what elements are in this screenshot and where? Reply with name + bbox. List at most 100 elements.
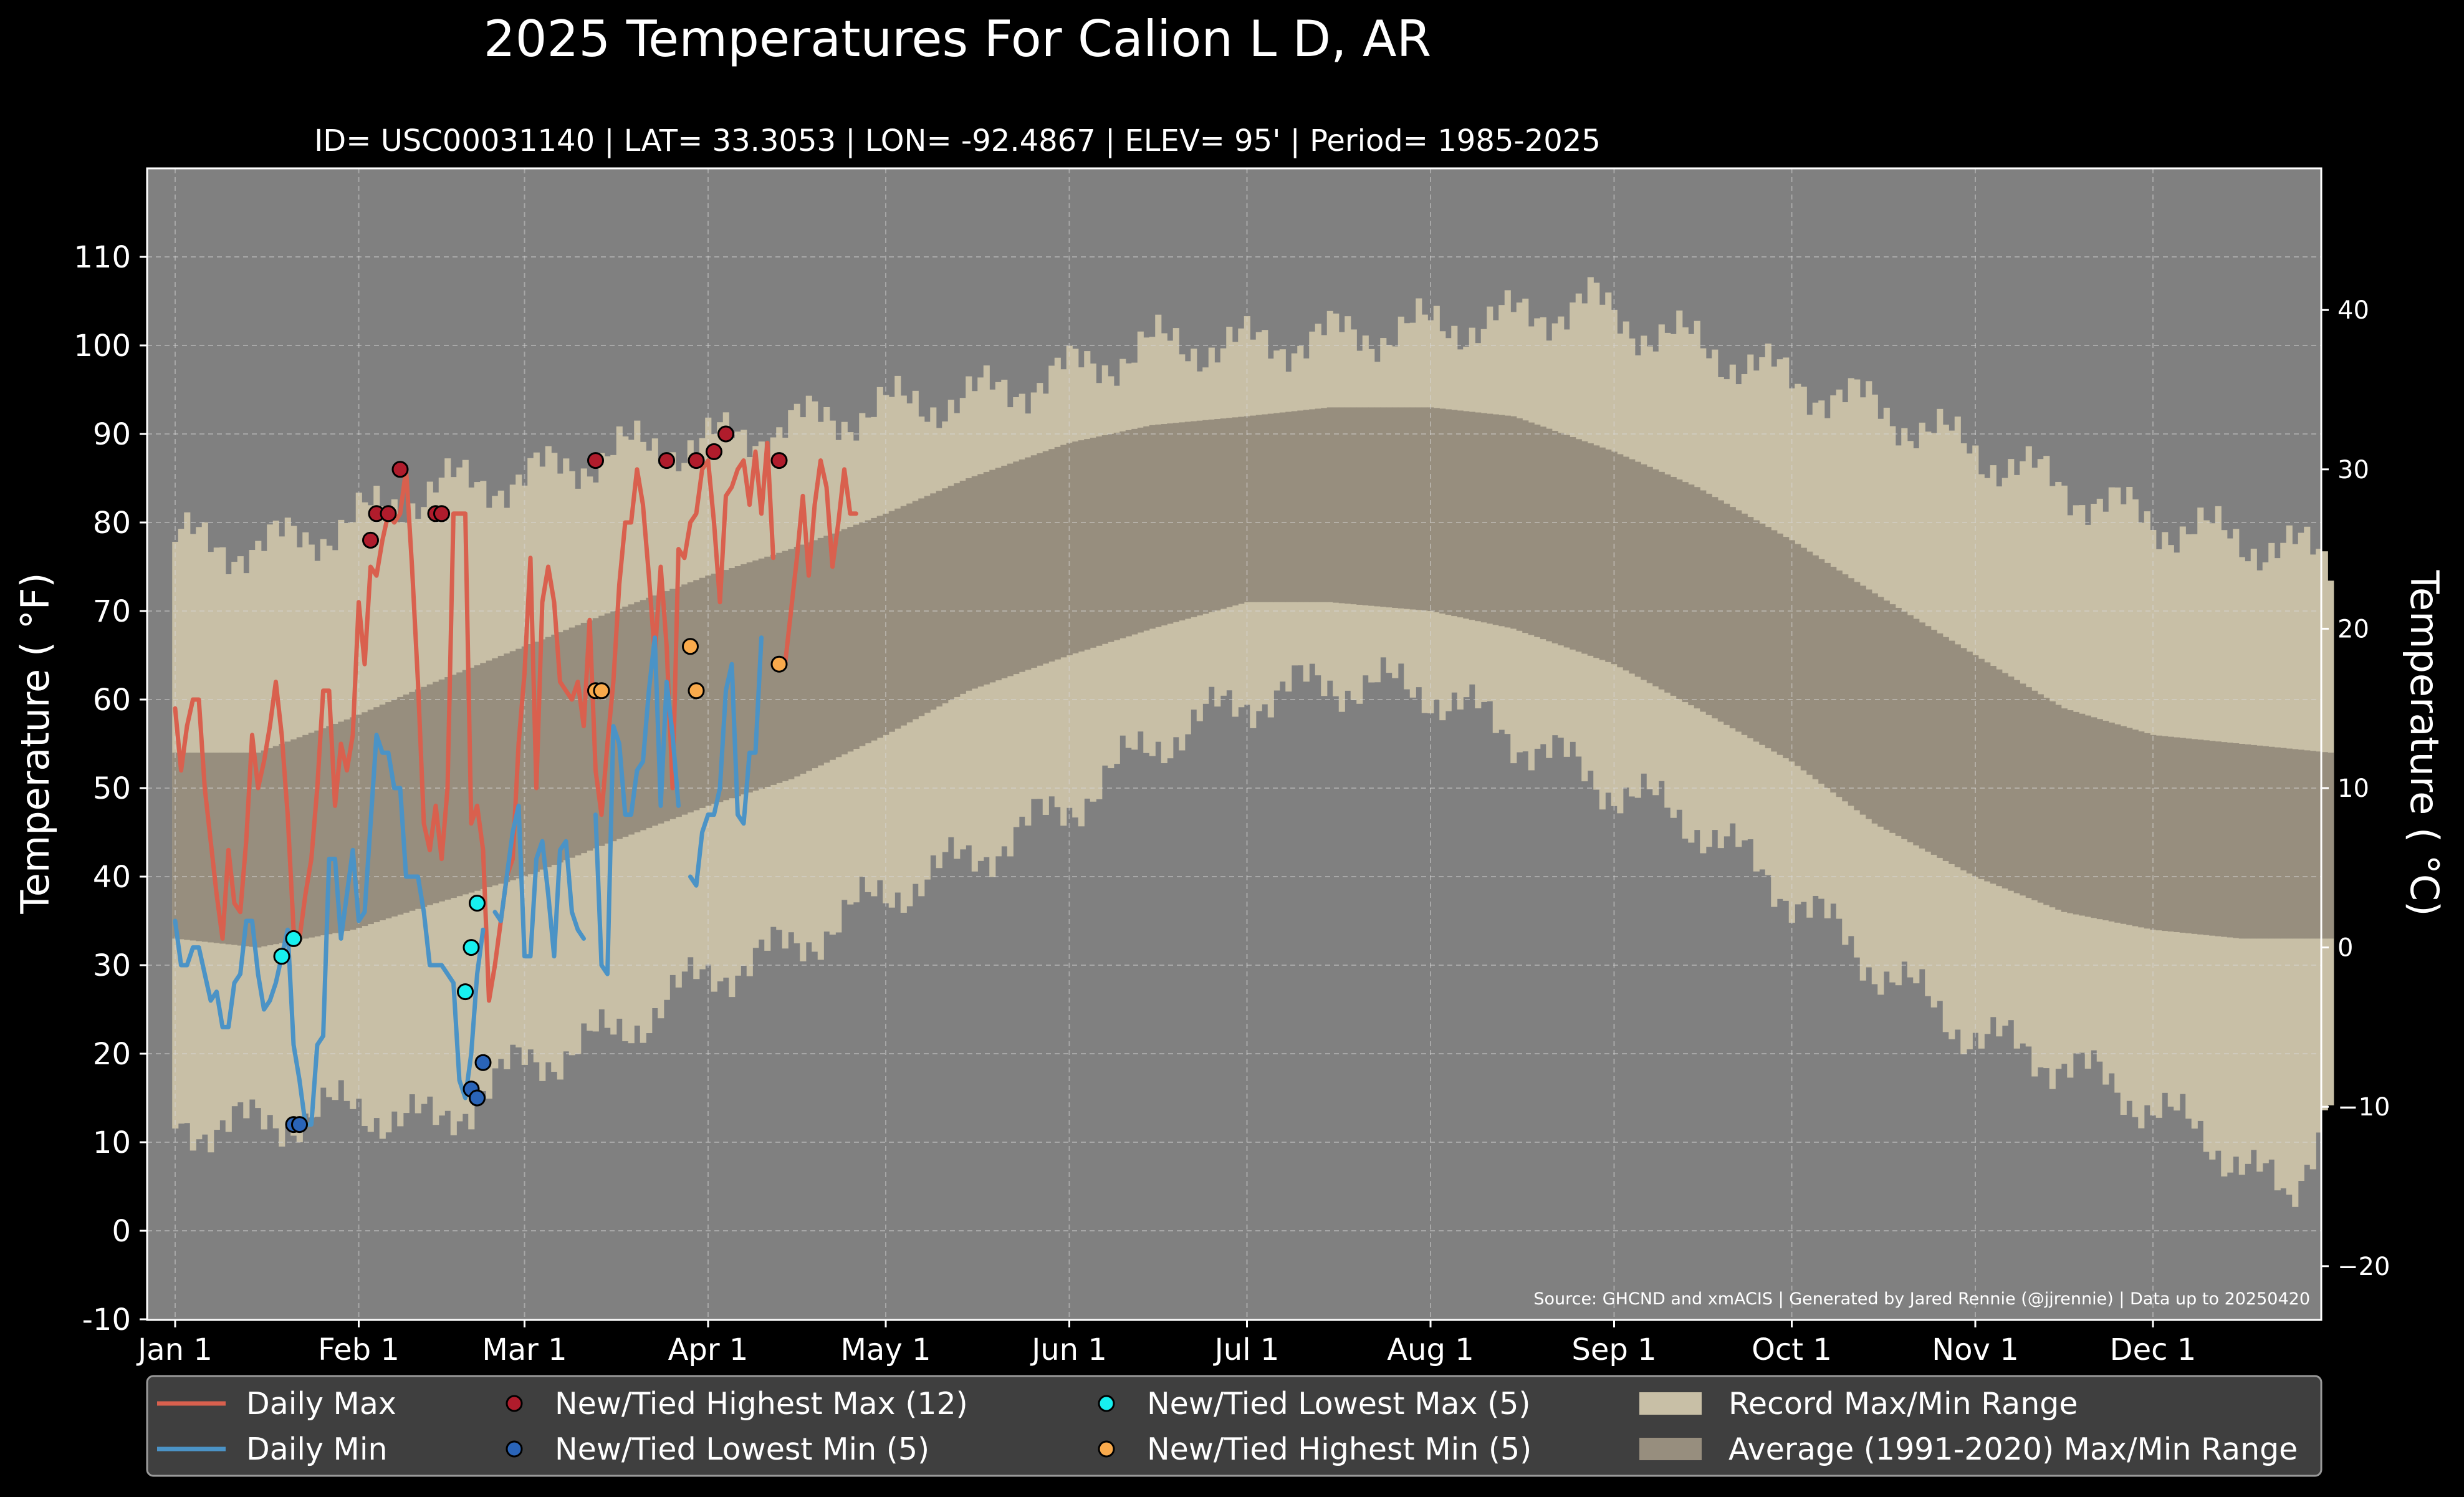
average-range-bar — [995, 468, 1002, 681]
average-range-bar — [717, 572, 724, 802]
grid-lines — [147, 168, 2321, 1320]
average-range-bar — [539, 639, 546, 870]
average-range-bar — [2037, 694, 2044, 903]
average-range-bar — [2091, 717, 2097, 918]
x-axis: Jan 1 Feb 1 Mar 1 Apr 1 May 1 Jun 1 Jul 1 Aug 1… — [136, 1320, 2196, 1367]
average-range-bar — [1060, 445, 1067, 658]
average-range-bar — [640, 600, 646, 830]
average-range-bar — [1522, 420, 1529, 633]
average-range-bar — [2209, 741, 2216, 936]
new-low-min-marker — [291, 1116, 308, 1134]
average-range-bar — [237, 753, 244, 946]
average-range-bar — [2262, 746, 2269, 939]
average-range-bar — [1101, 435, 1108, 644]
average-range-bar — [1433, 408, 1440, 613]
average-range-bar — [1238, 416, 1245, 604]
average-range-bar — [1143, 426, 1150, 631]
average-range-bar — [912, 501, 919, 720]
average-range-bar — [1717, 500, 1724, 722]
average-range-bar — [1196, 420, 1203, 616]
average-range-bar — [545, 637, 552, 867]
y-axis-right: −20 −10 0 10 20 30 40 — [2321, 296, 2390, 1281]
x-tick-label: Aug 1 — [1387, 1332, 1474, 1367]
average-range-bar — [1942, 637, 1949, 861]
average-range-bar — [403, 694, 410, 913]
new-high-max-marker — [658, 452, 675, 469]
new-low-max-marker — [285, 930, 302, 947]
average-range-bar — [1255, 415, 1262, 602]
average-range-bar — [563, 630, 570, 860]
average-range-bar — [456, 672, 463, 897]
average-range-bar — [1125, 430, 1132, 637]
average-range-bar — [1623, 456, 1629, 671]
average-range-bar — [184, 753, 191, 940]
average-range-bar — [1291, 411, 1298, 602]
average-range-bar — [1184, 421, 1191, 619]
average-range-bar — [255, 753, 262, 948]
average-range-bar — [1167, 423, 1174, 624]
legend-label: Daily Max — [246, 1386, 396, 1422]
average-range-bar — [1445, 409, 1452, 615]
average-range-bar — [1954, 644, 1961, 867]
y-axis-left: -10 0 10 20 30 40 50 60 70 80 90 100 110 — [74, 240, 147, 1337]
average-range-bar — [2292, 749, 2299, 939]
y-axis-label-right: Temperature ( °C) — [2402, 570, 2447, 917]
average-range-bar — [1487, 413, 1493, 624]
average-range-bar — [1480, 413, 1487, 623]
y-tick-label: 10 — [93, 1125, 131, 1160]
average-range-bar — [2102, 721, 2109, 921]
x-tick-label: Apr 1 — [668, 1332, 749, 1367]
average-range-bar — [1149, 425, 1156, 629]
average-range-bar — [1670, 476, 1677, 696]
average-range-bar — [954, 483, 961, 697]
legend-label: Daily Min — [246, 1432, 388, 1467]
y-tick-label: 30 — [93, 948, 131, 983]
average-range-bar — [272, 746, 279, 945]
average-range-bar — [687, 582, 694, 813]
average-range-bar — [2321, 752, 2328, 939]
average-range-bar — [1824, 562, 1831, 788]
average-range-bar — [2049, 701, 2056, 908]
average-range-bar — [2144, 733, 2150, 929]
y-right-tick-label: −10 — [2337, 1093, 2390, 1122]
average-range-bar — [1161, 424, 1167, 626]
average-range-bar — [1593, 445, 1600, 658]
legend-label: Average (1991-2020) Max/Min Range — [1728, 1432, 2298, 1467]
average-range-bar — [942, 488, 949, 704]
average-range-bar — [415, 689, 421, 909]
new-high-max-marker — [706, 443, 722, 460]
average-range-bar — [1368, 407, 1375, 606]
average-range-bar — [1457, 410, 1464, 618]
average-range-bar — [628, 604, 635, 835]
average-range-bar — [486, 660, 492, 888]
new-high-min-marker — [688, 682, 705, 700]
y-tick-label: 100 — [74, 329, 131, 363]
average-range-bar — [883, 513, 889, 735]
average-range-bar — [1705, 493, 1712, 715]
average-range-bar — [1048, 449, 1055, 662]
average-range-bar — [1611, 451, 1618, 665]
average-range-bar — [1232, 417, 1239, 606]
average-range-bar — [1925, 626, 1932, 852]
average-range-bar — [2298, 749, 2304, 939]
average-range-bar — [2025, 687, 2032, 898]
average-range-bar — [332, 724, 338, 933]
y-right-tick-label: 10 — [2337, 774, 2369, 803]
average-range-bar — [634, 602, 641, 832]
average-range-bar — [1054, 446, 1061, 660]
average-range-bar — [859, 522, 866, 746]
average-range-bar — [1563, 435, 1570, 648]
average-range-bar — [2167, 736, 2174, 932]
average-range-bar — [2245, 744, 2251, 939]
average-range-bar — [1321, 408, 1328, 602]
average-range-bar — [1883, 600, 1890, 830]
average-range-bar — [888, 511, 895, 732]
legend-label: New/Tied Highest Min (5) — [1147, 1432, 1532, 1467]
average-range-bar — [1889, 604, 1896, 833]
average-range-bar — [1546, 428, 1553, 642]
average-range-bar — [267, 748, 274, 946]
average-range-bar — [2061, 708, 2068, 912]
average-range-bar — [1119, 431, 1126, 638]
legend-label: New/Tied Lowest Max (5) — [1147, 1386, 1531, 1422]
